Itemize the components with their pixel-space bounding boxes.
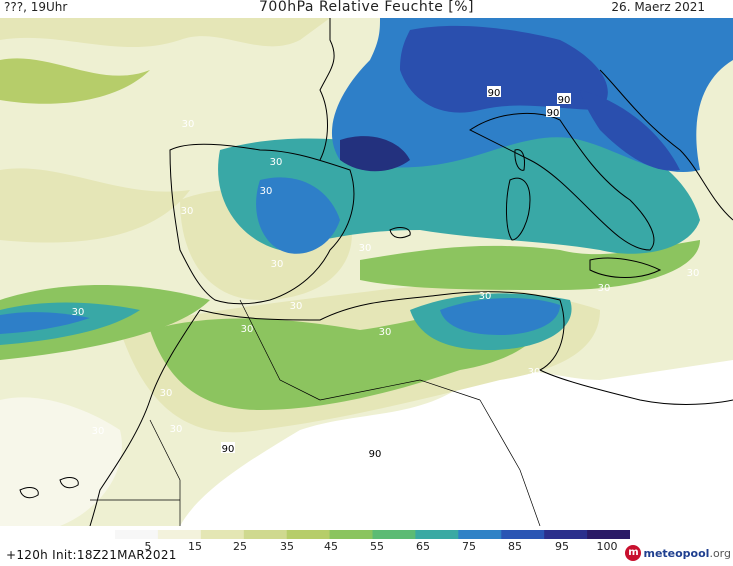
contour-label: 30 [182,119,195,130]
colorbar-swatch [372,530,416,539]
colorbar-tick-label: 55 [370,540,384,553]
coast-france [319,18,335,161]
contour-label-bg [221,442,235,453]
valid-time-label: ???, 19Uhr [4,0,68,14]
brand-domain: .org [709,546,731,560]
band-light-north [0,18,330,48]
contour-label-bg [368,447,382,458]
coast-sicily [589,257,662,278]
contour-label-bg [557,93,571,104]
colorbar-swatch [501,530,545,539]
humidity-map-svg: 30 30 30 30 30 30 30 30 30 30 30 30 30 30 30 30 30 90 90 90… [0,18,733,526]
legend-bar: 5 15 25 35 45 55 65 75 85 95 100 +120h Init:18Z21M… [0,526,733,566]
band-green-north [0,58,150,104]
colorbar-swatch [157,530,202,539]
humidity-map: 30 30 30 30 30 30 30 30 30 30 30 30 30 30 30 30 30 90 90 90… [0,18,733,526]
contour-label: 30 [92,426,105,437]
colorbar-swatch [115,530,159,539]
coast-canary [19,477,79,499]
contour-label: 30 [479,291,492,302]
colorbar-swatch [329,530,373,539]
coast-corsica [514,149,525,171]
contour-label-bg [487,86,501,97]
colorbar-tick-label: 35 [280,540,294,553]
colorbar-swatch [587,530,630,539]
contour-label: 30 [260,186,273,197]
colorbar-tick-label: 15 [188,540,202,553]
contour-label: 30 [170,424,183,435]
colorbar-tick-label: 25 [233,540,247,553]
contour-label: 90 [558,95,571,106]
contour-label: 90 [547,108,560,119]
contour-label: 30 [528,367,541,378]
brand-name: meteopool.org [643,547,731,560]
coast-sardinia [506,177,531,241]
coast-north-africa [199,291,733,405]
colorbar-tick-label: 5 [144,540,152,553]
colorbar-tick-label: 95 [555,540,569,553]
band-blue-africa [440,298,560,335]
band-dark-alps [400,25,608,113]
colorbar-tick-label: 65 [416,540,430,553]
border-lines [90,299,541,526]
dry-region-atlantic [0,397,122,526]
colorbar-tick-label: 100 [596,540,618,553]
coast-italy [469,112,655,251]
contour-label: 30 [160,388,173,399]
contour-labels: 30 30 30 30 30 30 30 30 30 30 30 30 30 30 30 30 30 90 90 90… [72,86,700,460]
coast-balkans [599,69,733,221]
contour-label: 30 [379,327,392,338]
run-init-label: +120h Init:18Z21MAR2021 [6,548,177,562]
map-header: ???, 19Uhr 700hPa Relative Feuchte [%] 2… [0,0,733,18]
contour-label: 30 [290,301,303,312]
contour-label: 90 [488,88,501,99]
band-dark-pyrenees [340,136,410,172]
contour-label: 90 [222,444,235,455]
coast-morocco [89,309,201,526]
contour-label: 30 [687,268,700,279]
contour-label-bg [546,106,560,117]
colorbar-swatch [286,530,331,539]
band-blue-iberia [256,177,340,254]
band-light-atlantic [0,168,190,243]
contour-label: 30 [270,157,283,168]
coast-iberia [169,143,355,305]
valid-date-label: 26. Maerz 2021 [611,0,705,14]
colorbar-swatch [243,530,288,539]
contour-label: 30 [598,283,611,294]
dry-region-sahara [180,360,733,526]
colorbar-tick-label: 75 [462,540,476,553]
colorbar-tick-label: 85 [508,540,522,553]
meteopool-logo-icon: m [625,545,642,561]
map-title: 700hPa Relative Feuchte [%] [259,0,474,15]
colorbar-swatch [200,530,245,539]
band-dark-adriatic [580,90,680,171]
contour-label: 30 [241,324,254,335]
contour-label: 30 [72,307,85,318]
contour-label: 30 [359,243,372,254]
colorbar-tick-label: 45 [324,540,338,553]
band-blue-atlantic [0,312,90,334]
coastlines [19,18,733,526]
colorbar [115,530,630,539]
colorbar-swatch [544,530,588,539]
contour-label: 90 [369,449,382,460]
colorbar-swatch [458,530,502,539]
brand: m meteopool.org [625,545,731,561]
brand-name-text: meteopool [643,546,710,560]
contour-label: 30 [271,259,284,270]
contour-label: 30 [181,206,194,217]
colorbar-swatch [415,530,459,539]
coast-balearic [389,227,411,239]
